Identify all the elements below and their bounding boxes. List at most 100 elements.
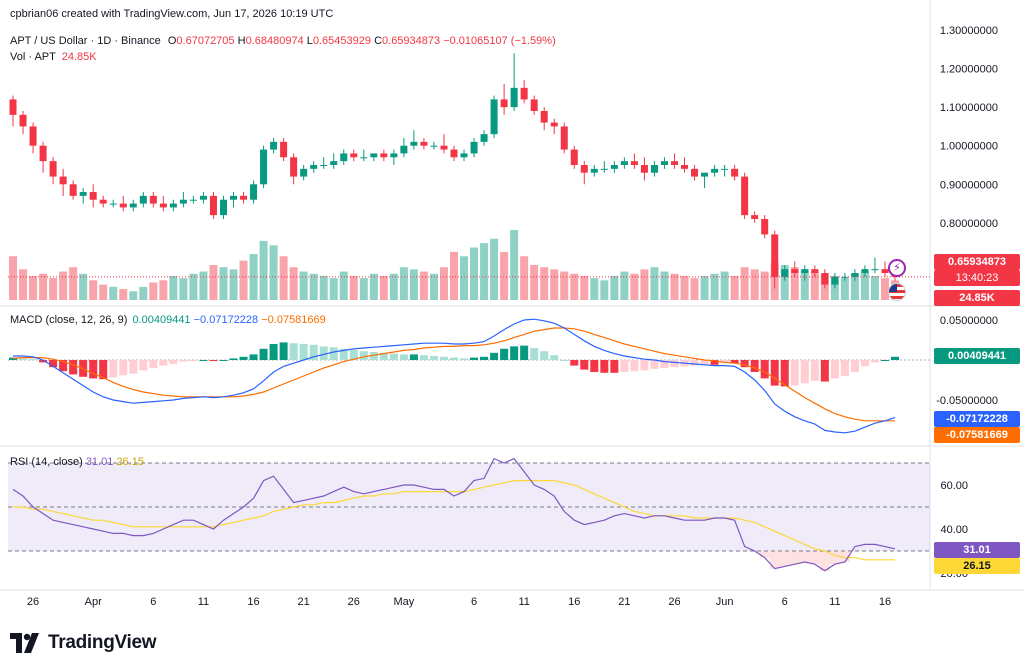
rsi-ma-axis-label: 26.15	[934, 558, 1020, 574]
macd-histogram-bar	[269, 344, 278, 360]
candle-body	[380, 153, 388, 158]
macd-histogram-bar	[660, 360, 669, 368]
lightning-event-icon[interactable]: ⚡	[888, 259, 906, 277]
volume-bar	[49, 278, 58, 300]
rsi-oversold-fill	[819, 551, 830, 571]
candle-body	[801, 269, 809, 273]
macd-histogram-bar	[49, 360, 58, 368]
volume-bar	[69, 267, 78, 300]
macd-histogram-bar	[399, 354, 408, 360]
volume-bar	[159, 280, 168, 300]
volume-bar	[570, 273, 579, 300]
macd-histogram-bar	[439, 356, 448, 360]
volume-bar	[690, 278, 699, 300]
volume-bar	[99, 284, 108, 300]
time-tick-label: Jun	[716, 596, 734, 608]
macd-histogram-bar	[620, 360, 629, 372]
volume-bar	[670, 273, 679, 300]
macd-histogram-bar	[600, 360, 609, 373]
macd-histogram-bar	[359, 351, 368, 360]
tradingview-logo[interactable]: TradingView	[10, 630, 157, 656]
macd-histogram-bar	[119, 360, 128, 376]
macd-histogram-bar	[610, 360, 619, 373]
time-tick-label: 11	[829, 596, 840, 608]
price-tick-label: 1.30000000	[940, 25, 998, 37]
rsi-title[interactable]: RSI (14, close)	[10, 456, 83, 468]
volume-bar	[89, 280, 98, 300]
macd-signal-axis-label: -0.07581669	[934, 427, 1020, 443]
candle-body	[229, 195, 238, 200]
high-value: 0.68480974	[245, 35, 304, 47]
macd-legend: MACD (close, 12, 26, 9) 0.00409441 −0.07…	[10, 314, 326, 326]
candle-body	[771, 234, 779, 277]
candle-body	[821, 273, 829, 285]
macd-histogram-bar	[480, 356, 489, 360]
candle-body	[650, 165, 658, 173]
candle-body	[711, 168, 719, 173]
candle-body	[851, 273, 859, 277]
macd-histogram-bar	[820, 360, 829, 382]
chart-canvas[interactable]: 1.30000000 1.20000000 1.10000000 1.00000000…	[0, 0, 1024, 620]
volume-bar	[460, 256, 469, 300]
rsi-oversold-fill	[769, 551, 780, 569]
candle-body	[119, 203, 127, 208]
macd-histogram-bar	[840, 360, 849, 376]
volume-bar	[790, 267, 799, 300]
macd-histogram-bar	[770, 360, 779, 386]
macd-histogram-bar	[580, 360, 589, 370]
candle-body	[811, 269, 819, 273]
macd-title[interactable]: MACD (close, 12, 26, 9)	[10, 314, 128, 326]
macd-histogram-bar	[540, 351, 549, 360]
time-tick-label: May	[393, 596, 414, 608]
rsi-ma-line	[13, 480, 895, 561]
candle-body	[691, 168, 699, 177]
macd-histogram-bar	[349, 349, 358, 360]
candle-body	[189, 199, 197, 201]
volume-bar	[9, 256, 18, 300]
macd-histogram-bar	[369, 352, 378, 360]
rsi-tick-label: 40.00	[940, 524, 968, 536]
candle-body	[741, 176, 749, 216]
volume-bar	[610, 275, 619, 300]
macd-histogram-bar	[470, 357, 479, 360]
time-tick-label: 26	[668, 596, 680, 608]
candle-body	[440, 145, 448, 150]
candle-body	[340, 153, 348, 162]
price-tick-label: 0.90000000	[940, 179, 998, 191]
macd-histogram-bar	[810, 360, 819, 381]
volume-bar	[119, 289, 128, 300]
macd-histogram-bar	[169, 360, 178, 364]
candle-body	[89, 192, 97, 200]
candle-body	[290, 157, 298, 177]
time-tick-label: 6	[471, 596, 477, 608]
macd-histogram-bar	[429, 356, 438, 360]
candle-body	[69, 184, 77, 196]
candle-body	[701, 172, 709, 177]
volume-bar	[409, 269, 418, 300]
countdown-label: 13:40:23	[934, 270, 1020, 286]
volume-bar	[369, 273, 378, 300]
macd-histogram-bar	[830, 360, 839, 379]
volume-label[interactable]: Vol · APT	[10, 51, 56, 63]
volume-bar	[860, 271, 869, 300]
volume-bar	[660, 271, 669, 300]
candle-body	[470, 141, 478, 154]
volume-bar	[399, 267, 408, 300]
macd-histogram-bar	[500, 348, 509, 360]
us-flag-event-icon[interactable]	[888, 283, 906, 301]
candle-body	[490, 99, 498, 135]
macd-histogram-bar	[590, 360, 599, 372]
volume-bar	[299, 271, 308, 300]
candle-body	[159, 203, 167, 208]
rsi-oversold-fill	[789, 551, 800, 565]
symbol-title[interactable]: APT / US Dollar · 1D · Binance	[10, 35, 161, 47]
macd-histogram-bar	[780, 360, 789, 387]
low-value: 0.65453929	[312, 35, 371, 47]
macd-histogram-bar	[199, 360, 208, 361]
macd-histogram-bar	[209, 360, 218, 361]
volume-bar	[149, 282, 158, 300]
open-value: 0.67072705	[176, 35, 235, 47]
candle-body	[49, 161, 57, 177]
candle-body	[751, 215, 759, 219]
candle-body	[841, 276, 849, 278]
